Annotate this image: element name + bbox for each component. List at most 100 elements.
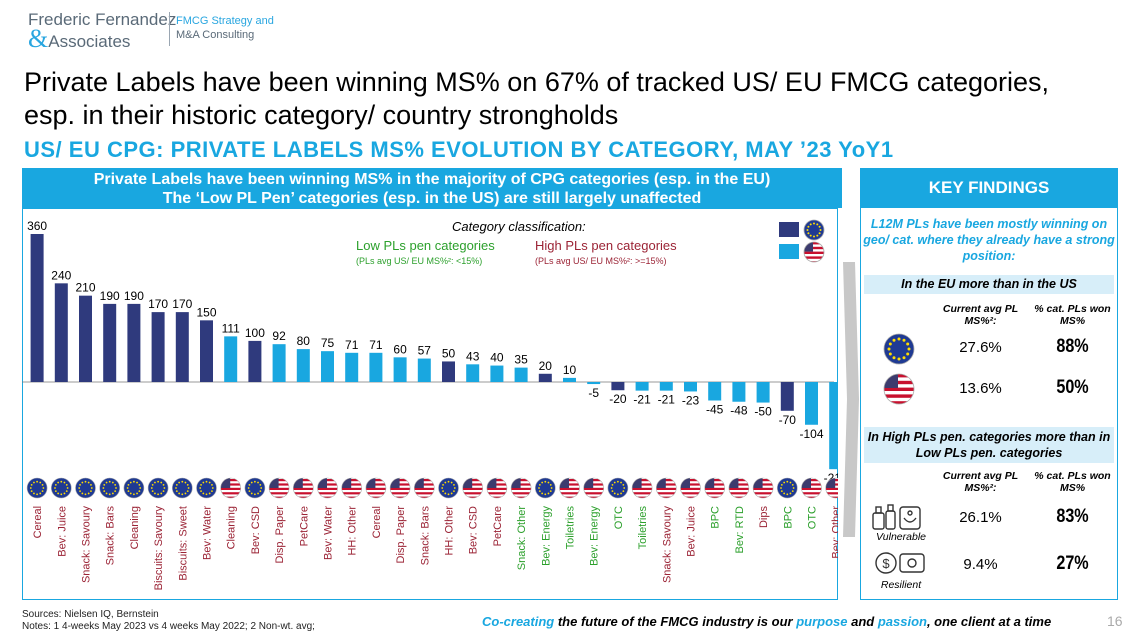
category-label: Cereal [371, 506, 383, 538]
category-label: Snack: Other [516, 506, 528, 571]
category-label: Bev: RTD [734, 506, 746, 554]
category-label: PetCare [298, 506, 310, 546]
eu-flag-icon [99, 477, 120, 499]
eu-flag-icon [534, 477, 556, 499]
data-label: 92 [272, 329, 286, 343]
data-label: 35 [514, 353, 528, 367]
us-flag-icon [680, 477, 701, 499]
legend-high-pen-note: (PLs avg US/ EU MS%²: >=15%) [535, 256, 667, 266]
bar [829, 382, 838, 470]
kf-vulnerable-won: 83% [1056, 506, 1089, 527]
bar [151, 312, 165, 382]
data-label: 80 [297, 334, 311, 348]
data-label: -70 [779, 413, 797, 427]
bar [684, 382, 697, 392]
category-label: Biscuits: Sweet [177, 506, 189, 581]
logo-ampersand: & [28, 24, 49, 53]
bar [369, 352, 383, 382]
bar [127, 303, 141, 382]
category-label: Snack: Savoury [81, 506, 93, 584]
legend-eu-flag-icon [803, 219, 825, 241]
kf-section2-col2: % cat. PLs won MS% [1034, 470, 1111, 494]
data-label: -21 [633, 393, 651, 407]
category-label: Bev: Juice [686, 506, 698, 557]
data-label: -45 [706, 403, 724, 417]
data-label: 60 [393, 342, 407, 356]
tagline-part-a: Co-creating [482, 614, 555, 629]
data-label: 20 [539, 359, 553, 373]
bar [466, 364, 480, 382]
bar-chart: 360 Cereal 240 Bev: Juice 210 Snack: Savoury 1… [22, 219, 838, 590]
category-label: HH: Other [347, 506, 359, 556]
bar [200, 320, 213, 382]
data-label: 40 [490, 351, 504, 365]
category-label: Bev: Water [202, 506, 214, 560]
data-label: -20 [609, 392, 627, 406]
category-label: Disp. Paper [274, 506, 286, 564]
notes-text: Notes: 1 4-weeks May 2023 vs 4 weeks May… [22, 621, 315, 632]
us-flag-icon [365, 477, 387, 499]
data-label: 111 [222, 321, 241, 335]
bar [30, 234, 44, 382]
data-label: 240 [51, 268, 71, 282]
us-flag-icon [752, 477, 774, 499]
slide-subtitle: US/ EU CPG: PRIVATE LABELS MS% EVOLUTION… [24, 137, 894, 162]
legend-low-pen-note: (PLs avg US/ EU MS%²: <15%) [356, 256, 483, 266]
data-label: -104 [799, 427, 823, 441]
bar [587, 382, 601, 385]
slide-title: Private Labels have been winning MS% on … [24, 67, 1049, 130]
us-flag-icon [801, 477, 822, 499]
us-flag-icon [559, 477, 580, 499]
us-flag-icon [655, 477, 677, 499]
key-findings-header: KEY FINDINGS [860, 168, 1118, 208]
eu-flag-icon [123, 477, 145, 499]
bar [393, 357, 407, 382]
category-label: Toiletries [637, 506, 649, 550]
bar [514, 367, 528, 382]
category-label: Bev: Energy [589, 506, 601, 566]
eu-flag-icon [607, 477, 629, 499]
eu-flag-icon [438, 477, 459, 499]
category-label: Cleaning [226, 506, 238, 549]
data-label: -48 [730, 404, 748, 418]
kf-eu-won: 88% [1056, 336, 1089, 357]
bar [563, 377, 576, 382]
logo-tagline-line2: M&A Consulting [176, 29, 255, 41]
us-flag-icon [583, 477, 605, 499]
banner-line1: Private Labels have been winning MS% in … [93, 171, 771, 188]
kf-vulnerable-label: Vulnerable [875, 531, 926, 543]
eu-flag-icon [50, 477, 72, 499]
us-flag-icon [413, 477, 435, 499]
data-label: 170 [148, 297, 168, 311]
bar [490, 365, 504, 382]
kf-section2-col1: Current avg PL MS%²: [942, 470, 1019, 494]
data-label: 190 [124, 289, 144, 303]
logo-tagline: FMCG Strategy and M&A Consulting [176, 14, 274, 42]
bar [175, 312, 189, 382]
bar [805, 382, 818, 425]
bar [538, 373, 552, 382]
logo-divider [169, 12, 170, 46]
kf-section1-col2: % cat. PLs won MS% [1034, 303, 1111, 327]
kf-money-icon: $ [875, 552, 925, 574]
category-label: Bev: Juice [56, 506, 68, 557]
logo-name-line1: Frederic Fernandez [28, 10, 177, 29]
banner-line2: The ‘Low PL Pen’ categories (esp. in the… [162, 190, 702, 207]
tagline-part-e: passion [877, 614, 927, 629]
eu-flag-icon [26, 477, 48, 499]
kf-us-won: 50% [1056, 377, 1089, 398]
kf-resilient-avg: 9.4% [963, 556, 998, 573]
sources-text: Sources: Nielsen IQ, Bernstein [22, 609, 159, 620]
category-label: BPC [710, 506, 722, 529]
us-flag-icon [704, 477, 726, 499]
eu-flag-icon [75, 477, 96, 499]
bar [321, 351, 334, 382]
category-label: Bev: Other [831, 506, 838, 559]
eu-flag-icon [196, 477, 217, 499]
eu-flag-icon [244, 477, 266, 499]
footer-tagline: Co-creating the future of the FMCG indus… [482, 614, 1051, 629]
tagline-part-d: and [847, 614, 878, 629]
bar [296, 349, 310, 382]
data-label: -5 [588, 386, 599, 400]
data-label: -23 [682, 393, 700, 407]
